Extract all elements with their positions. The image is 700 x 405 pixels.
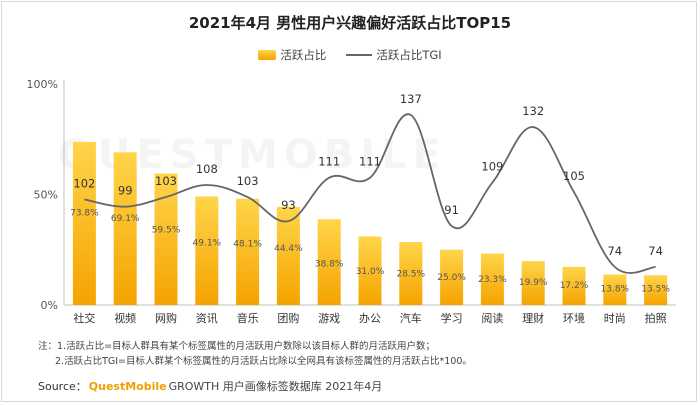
category-label: 办公 [359,312,381,325]
bar-value-label: 44.4% [274,244,303,254]
category-label: 网购 [155,311,177,325]
chart-notes: 注：1.活跃占比=目标人群具有某个标签属性的月活跃用户数除以该目标人群的月活跃用… [38,339,472,369]
tgi-value-label: 102 [73,176,95,190]
category-label: 资讯 [196,312,218,325]
y-tick-label: 0% [41,299,58,312]
category-label: 汽车 [400,311,422,325]
bar [562,266,586,305]
legend-line-swatch [346,54,373,56]
bar [276,206,300,305]
bar-value-label: 13.8% [601,284,630,294]
source-rest: GROWTH 用户画像标签数据库 2021年4月 [168,380,383,393]
bar-value-label: 23.3% [478,275,507,285]
chart-legend: 活跃占比 活跃占比TGI [0,47,700,63]
category-label: 团购 [277,311,299,325]
chart-title: 2021年4月 男性用户兴趣偏好活跃占比TOP15 [188,14,512,32]
bar-value-label: 28.5% [397,270,426,280]
tgi-value-label: 91 [444,203,459,217]
tgi-line [84,113,656,274]
bar [72,141,96,305]
bar [603,274,627,305]
bar-value-label: 25.0% [437,273,466,283]
category-label: 学习 [441,311,463,325]
legend-bar-swatch [258,50,277,60]
bar-value-label: 59.5% [152,226,181,236]
source-brand: QuestMobile [88,380,167,393]
note-line-1: 注：1.活跃占比=目标人群具有某个标签属性的月活跃用户数除以该目标人群的月活跃用… [38,341,436,352]
tgi-value-label: 99 [118,184,133,198]
category-label: 环境 [563,311,585,325]
bar [358,236,382,305]
note-line-2: 2.活跃占比TGI=目标人群某个标签属性的月活跃占比除以全网具有该标签属性的月活… [55,356,472,367]
tgi-value-label: 74 [648,244,663,258]
bar-value-label: 38.8% [315,259,344,269]
bar [236,198,260,305]
category-label: 音乐 [237,311,259,325]
tgi-value-label: 103 [237,174,259,188]
legend-item-line: 活跃占比TGI [346,47,442,63]
bar [195,196,219,305]
source-line: Source： QuestMobile GROWTH 用户画像标签数据库 202… [38,378,382,394]
tgi-value-label: 74 [607,244,622,258]
tgi-value-label: 103 [155,174,177,188]
bar [154,173,178,305]
tgi-value-label: 137 [400,92,422,106]
bar-value-label: 69.1% [111,214,140,224]
tgi-value-label: 132 [522,104,544,118]
bar-value-label: 31.0% [356,267,385,277]
y-tick-label: 50% [34,189,58,202]
category-label: 社交 [73,311,95,325]
category-label: 游戏 [318,312,340,325]
category-label: 拍照 [645,311,667,325]
tgi-value-label: 105 [563,169,585,183]
bar [480,253,504,305]
category-label: 时尚 [604,311,626,325]
bar-value-label: 48.1% [233,240,262,250]
category-label: 阅读 [481,311,503,325]
legend-line-label: 活跃占比TGI [376,48,442,62]
bar [113,152,137,305]
category-label: 理财 [522,311,544,325]
bar [317,219,341,305]
tgi-value-label: 109 [481,160,503,174]
bar-value-label: 73.8% [70,208,99,218]
y-tick-label: 100% [27,78,58,91]
bar [399,242,423,305]
tgi-value-label: 111 [359,155,381,169]
legend-item-bar: 活跃占比 [258,47,326,63]
bar-value-label: 49.1% [193,238,222,248]
bar-value-label: 13.5% [641,285,670,295]
bar [440,249,464,305]
bar [521,261,545,305]
tgi-value-label: 111 [318,155,340,169]
bar-value-label: 17.2% [560,281,589,291]
category-label: 视频 [114,311,136,325]
bar-value-label: 19.9% [519,278,548,288]
tgi-value-label: 93 [281,198,296,212]
source-prefix: Source： [38,380,87,393]
legend-bar-label: 活跃占比 [280,48,327,62]
tgi-value-label: 108 [196,162,218,176]
bar [644,275,668,305]
